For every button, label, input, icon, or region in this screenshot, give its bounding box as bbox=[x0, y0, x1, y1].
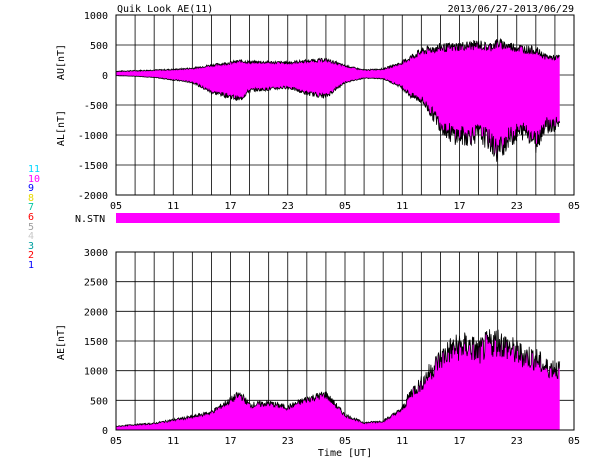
x-tick-label: 23 bbox=[282, 436, 294, 447]
x-tick-label: 17 bbox=[453, 436, 465, 447]
station-count-panel: N.STN bbox=[75, 213, 560, 225]
y-tick-label: 500 bbox=[90, 41, 108, 52]
y-tick-label: 3000 bbox=[84, 248, 108, 259]
x-tick-label: 11 bbox=[167, 201, 179, 212]
y-tick-label: 1000 bbox=[84, 367, 108, 378]
x-tick-label: 05 bbox=[339, 201, 351, 212]
y-tick-label: -1500 bbox=[78, 161, 108, 172]
y-tick-label: -500 bbox=[84, 101, 108, 112]
ae-y-ticks: 3000 2500 2000 1500 1000 500 0 bbox=[84, 248, 108, 437]
ae-panel: 3000 2500 2000 1500 1000 500 0 05 11 17 23 05 11 17 2… bbox=[56, 248, 580, 459]
au-al-panel: 1000 500 0 -500 -1000 -1500 -2000 05 11 17 23 05 11… bbox=[56, 11, 580, 212]
x-tick-label: 23 bbox=[511, 201, 523, 212]
x-tick-label: 05 bbox=[568, 201, 580, 212]
y-tick-label: 0 bbox=[102, 71, 108, 82]
chart-title: Quik Look AE(11) bbox=[117, 4, 213, 15]
ae-axis-label: AE[nT] bbox=[56, 324, 67, 360]
y-tick-label: 0 bbox=[102, 426, 108, 437]
x-tick-label: 05 bbox=[568, 436, 580, 447]
y-tick-label: 2000 bbox=[84, 307, 108, 318]
x-tick-label: 05 bbox=[110, 436, 122, 447]
x-tick-label: 17 bbox=[224, 201, 236, 212]
y-tick-label: -1000 bbox=[78, 131, 108, 142]
station-count-label: N.STN bbox=[75, 214, 105, 225]
ae-x-ticks: 05 11 17 23 05 11 17 23 05 bbox=[110, 436, 580, 447]
y-tick-label: 1000 bbox=[84, 11, 108, 22]
au-axis-label: AU[nT] bbox=[56, 44, 67, 80]
au-area bbox=[116, 39, 560, 75]
station-color-scale: 11 10 9 8 7 6 5 4 3 2 1 bbox=[28, 165, 48, 271]
x-tick-label: 17 bbox=[453, 201, 465, 212]
station-scale-entry: 1 bbox=[28, 261, 48, 271]
x-tick-label: 05 bbox=[339, 436, 351, 447]
x-tick-label: 23 bbox=[282, 201, 294, 212]
date-range: 2013/06/27-2013/06/29 bbox=[448, 4, 574, 15]
time-axis-label: Time [UT] bbox=[318, 448, 372, 459]
x-tick-label: 23 bbox=[511, 436, 523, 447]
y-tick-label: 500 bbox=[90, 396, 108, 407]
x-tick-label: 05 bbox=[110, 201, 122, 212]
y-tick-label: 1500 bbox=[84, 337, 108, 348]
al-axis-label: AL[nT] bbox=[56, 110, 67, 146]
x-tick-label: 17 bbox=[224, 436, 236, 447]
x-tick-label: 11 bbox=[396, 201, 408, 212]
y-tick-label: 2500 bbox=[84, 278, 108, 289]
x-tick-label: 11 bbox=[167, 436, 179, 447]
au-al-y-ticks: 1000 500 0 -500 -1000 -1500 -2000 bbox=[78, 11, 108, 202]
station-count-bar bbox=[116, 213, 560, 223]
y-tick-label: -2000 bbox=[78, 191, 108, 202]
x-tick-label: 11 bbox=[396, 436, 408, 447]
au-al-x-ticks: 05 11 17 23 05 11 17 23 05 bbox=[110, 201, 580, 212]
